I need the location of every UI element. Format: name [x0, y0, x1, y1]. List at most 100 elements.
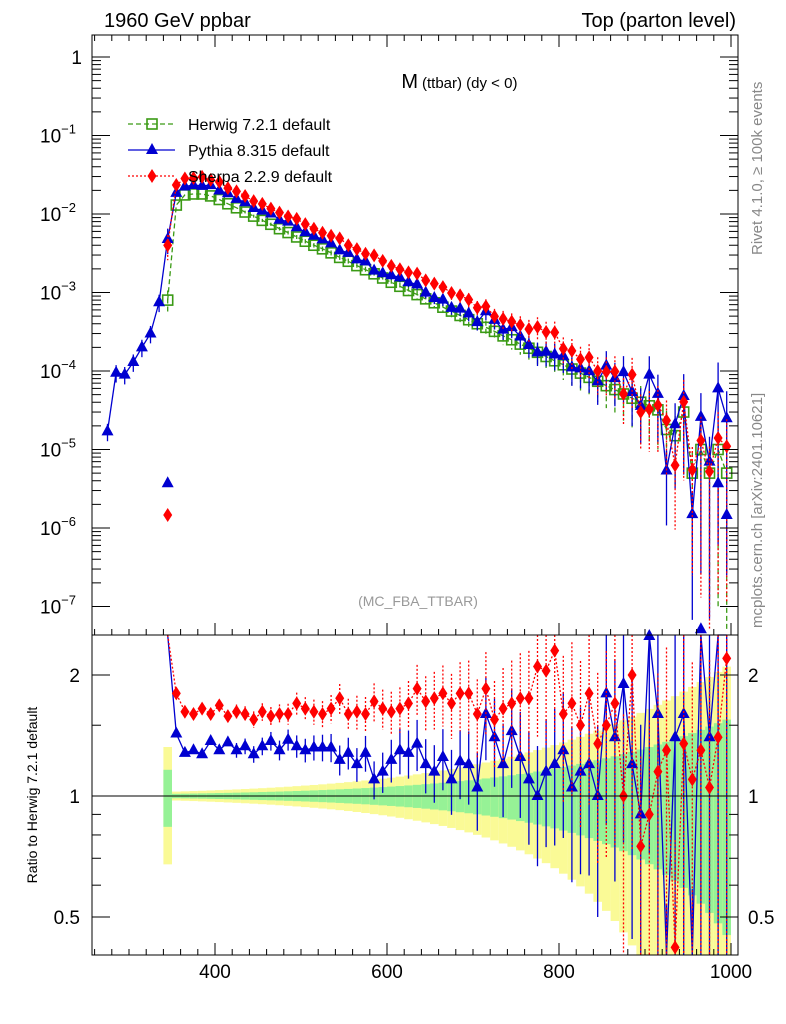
sherpa-ratio-series [163, 508, 732, 955]
pythia-marker [213, 183, 226, 195]
y-tick-label: 10−1 [40, 122, 76, 148]
sherpa-marker [687, 772, 697, 787]
sherpa-marker [386, 704, 396, 719]
sherpa-marker [472, 706, 482, 721]
sherpa-marker [696, 433, 706, 448]
sherpa-marker [214, 174, 224, 189]
sherpa-marker [455, 686, 465, 701]
sherpa-marker [300, 217, 310, 232]
sherpa-marker [214, 698, 224, 713]
sherpa-marker [163, 238, 173, 253]
pythia-marker [600, 358, 613, 370]
pythia-marker [368, 772, 381, 784]
pythia-marker [368, 263, 381, 275]
pythia-marker [204, 734, 217, 746]
y-tick-exponent: −6 [61, 514, 76, 529]
mcplots-label: mcplots.cern.ch [arXiv:2401.10621] [749, 393, 766, 628]
pythia-marker [548, 757, 561, 769]
sherpa-marker [223, 709, 233, 724]
sherpa-marker [343, 238, 353, 253]
pythia-marker [333, 243, 346, 255]
pythia-marker [462, 306, 475, 318]
pythia-marker [230, 743, 243, 755]
x-tick-label: 400 [199, 962, 231, 983]
pythia-marker [144, 326, 157, 338]
sherpa-marker [369, 694, 379, 709]
inner-band-bin [163, 769, 172, 827]
sherpa-marker [644, 807, 654, 822]
sherpa-marker [722, 651, 732, 666]
pythia-marker [583, 757, 596, 769]
pythia-marker [333, 752, 346, 764]
sherpa-marker [232, 704, 241, 719]
sherpa-marker [670, 940, 680, 955]
sherpa-marker [180, 704, 190, 719]
sherpa-marker [404, 265, 413, 280]
sherpa-marker [601, 718, 611, 733]
sherpa-marker [567, 343, 577, 358]
sherpa-marker [713, 730, 723, 745]
sherpa-marker [670, 458, 680, 473]
pythia-marker [196, 178, 209, 190]
sherpa-marker [567, 696, 577, 711]
inner-band-bin [688, 733, 697, 896]
sherpa-marker [619, 386, 628, 401]
sherpa-marker [584, 686, 594, 701]
sherpa-marker [249, 194, 259, 209]
pythia-marker [350, 252, 363, 264]
pythia-marker [428, 764, 441, 776]
sherpa-marker [481, 681, 491, 696]
ratio-tick-label-left: 2 [69, 666, 80, 687]
pythia-marker [436, 292, 449, 304]
sherpa-marker [498, 701, 508, 716]
pythia-marker [540, 764, 553, 776]
sherpa-marker [515, 691, 525, 706]
y-tick-label: 10−7 [40, 593, 76, 619]
pythia-marker [703, 730, 716, 742]
sherpa-marker [601, 364, 611, 379]
x-tick-label: 800 [543, 962, 575, 983]
pythia-marker [522, 772, 535, 784]
analysis-label: (MC_FBA_TTBAR) [358, 593, 478, 609]
sherpa-marker [447, 696, 456, 711]
pythia-marker [239, 739, 252, 751]
header-left: 1960 GeV ppbar [104, 10, 251, 32]
sherpa-marker [171, 686, 181, 701]
sherpa-marker [713, 431, 723, 446]
pythia-marker [669, 730, 682, 742]
sherpa-marker [163, 508, 173, 523]
pythia-marker [359, 745, 372, 757]
pythia-marker [720, 411, 733, 423]
pythia-marker [385, 752, 398, 764]
sherpa-marker [584, 350, 594, 365]
sherpa-marker [576, 352, 585, 367]
sherpa-marker [687, 462, 697, 477]
inner-band-bin [438, 782, 448, 811]
sherpa-marker [636, 839, 646, 854]
sherpa-marker [283, 209, 293, 224]
sherpa-marker [292, 211, 302, 226]
legend: Herwig 7.2.1 default Pythia 8.315 default… [128, 117, 333, 186]
pythia-marker [428, 291, 441, 303]
sherpa-marker [636, 405, 646, 420]
pythia-marker [651, 706, 664, 718]
ratio-tick-label-left: 0.5 [54, 908, 80, 929]
pythia-marker [445, 772, 458, 784]
y-tick-exponent: −4 [61, 357, 76, 372]
legend-label: Pythia 8.315 default [188, 143, 330, 160]
pythia-marker [135, 340, 148, 352]
sherpa-marker [180, 171, 190, 186]
sherpa-marker [275, 205, 284, 220]
pythia-marker [411, 277, 424, 289]
legend-item-sherpa: Sherpa 2.2.9 default [128, 169, 333, 186]
x-tick-label: 600 [371, 962, 403, 983]
sherpa-marker [593, 364, 603, 379]
pythia-marker [350, 757, 363, 769]
sherpa-marker [257, 196, 267, 211]
pythia-marker [316, 740, 329, 752]
sherpa-marker [197, 701, 207, 716]
pythia-marker [402, 745, 415, 757]
pythia-marker [617, 365, 630, 377]
pythia-marker [153, 295, 166, 307]
sherpa-marker [206, 172, 216, 187]
